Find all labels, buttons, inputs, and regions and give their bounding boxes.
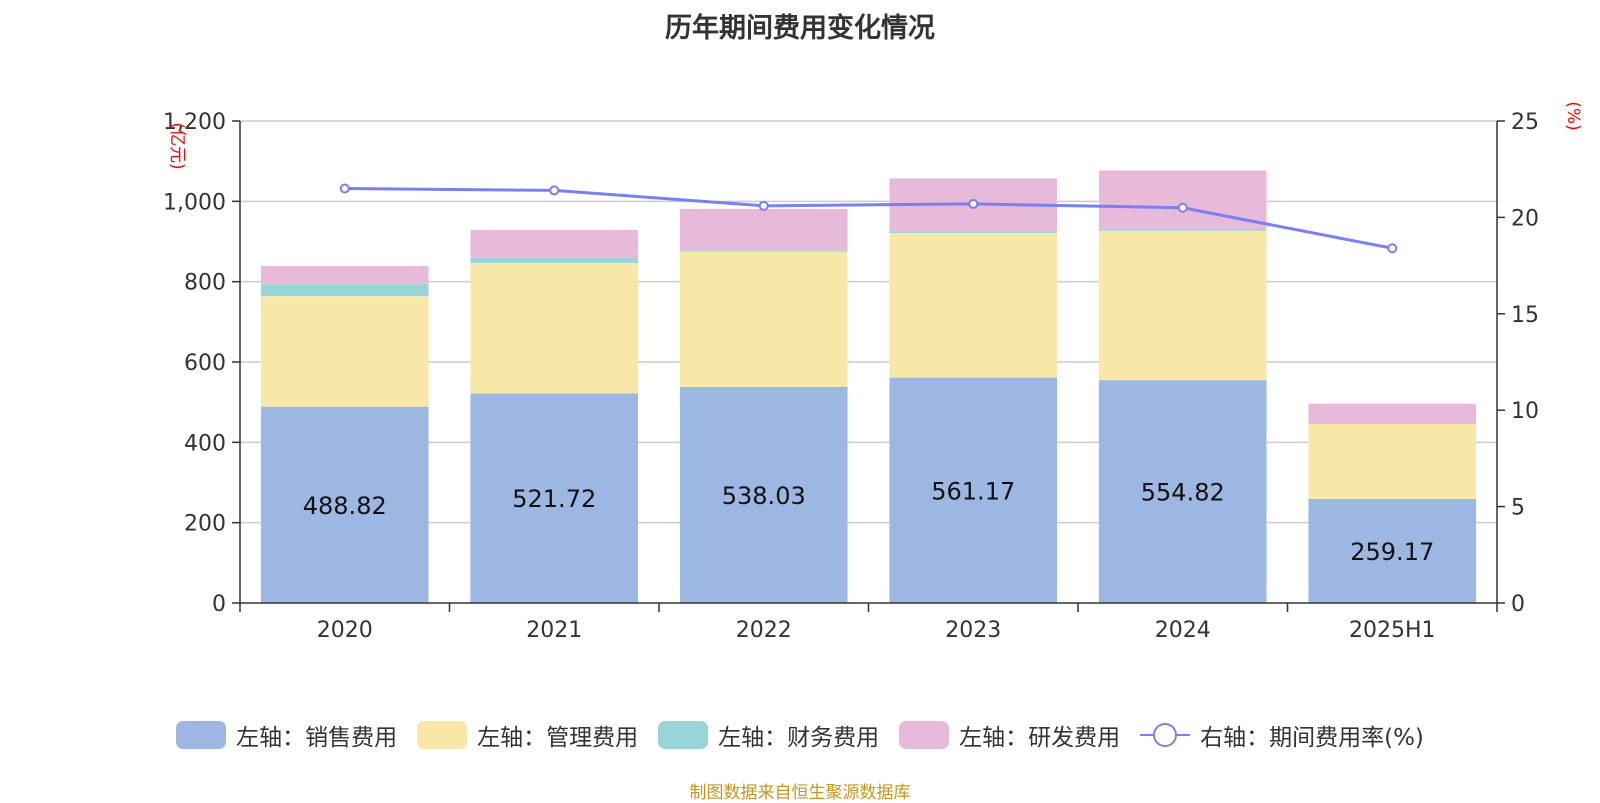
bar-segment-3 [260, 284, 429, 297]
bar-series [260, 170, 1477, 603]
chart-title: 历年期间费用变化情况 [665, 13, 935, 44]
bar-segment-4 [470, 229, 639, 259]
bar-segment-2 [889, 232, 1058, 378]
rate-line-point [339, 183, 350, 194]
bar-segment-1 [1308, 498, 1477, 603]
right-axis-unit: (%) [1563, 101, 1583, 130]
bar-data-label: 259.17 [1350, 538, 1434, 566]
x-axis-tick-label: 2024 [1155, 618, 1211, 643]
left-axis-tick-label: 1,200 [163, 110, 226, 135]
rate-line-point [1387, 243, 1398, 254]
legend-item-rnd[interactable]: 左轴：研发费用 [899, 718, 1120, 752]
bar-segment-3 [1308, 422, 1477, 424]
left-axis-tick-label: 200 [184, 512, 226, 537]
legend-swatch-finance [658, 721, 709, 749]
legend-label-rate: 右轴：期间费用率(%) [1200, 725, 1424, 751]
rate-line-point [1177, 202, 1188, 213]
legend-swatch-sales [176, 721, 227, 749]
right-axis-tick-label: 25 [1511, 110, 1539, 135]
rate-line-series [339, 183, 1398, 254]
legend-item-sales[interactable]: 左轴：销售费用 [176, 718, 397, 752]
bar-data-label: 561.17 [931, 477, 1015, 505]
legend-line-rate-icon [1140, 721, 1191, 749]
legend-label-finance: 左轴：财务费用 [718, 725, 880, 751]
left-axis-unit: (亿元) [167, 122, 187, 169]
bar-segment-4 [260, 266, 429, 285]
right-axis-tick-label: 20 [1511, 206, 1539, 231]
rate-line-point [968, 198, 979, 209]
rate-line [344, 186, 1393, 250]
bar-segment-2 [679, 251, 848, 387]
rate-line-point [549, 185, 560, 196]
right-axis-tick-label: 5 [1511, 496, 1525, 521]
legend-label-sales: 左轴：销售费用 [236, 725, 398, 751]
bar-data-label: 554.82 [1141, 479, 1225, 507]
data-labels: 488.82 521.72 538.03 561.17 554.82 259.17 [303, 477, 1434, 566]
bar-data-label: 538.03 [722, 482, 806, 510]
x-axis-tick-label: 2021 [526, 618, 582, 643]
bar-segment-1 [679, 386, 848, 603]
bar-segment-2 [1308, 423, 1477, 499]
right-axis-tick-label: 10 [1511, 399, 1539, 424]
left-axis-tick-label: 600 [184, 351, 226, 376]
legend-item-rate[interactable]: 右轴：期间费用率(%) [1140, 718, 1424, 752]
legend-label-admin: 左轴：管理费用 [477, 725, 639, 751]
legend-label-rnd: 左轴：研发费用 [959, 725, 1121, 751]
left-axis-tick-label: 1,000 [163, 190, 226, 215]
bar-segment-4 [1098, 170, 1267, 230]
left-axis-tick-label: 400 [184, 431, 226, 456]
bar-data-label: 521.72 [512, 485, 596, 513]
bar-segment-2 [260, 296, 429, 407]
data-source-note: 制图数据来自恒生聚源数据库 [689, 783, 911, 803]
legend-item-finance[interactable]: 左轴：财务费用 [658, 718, 879, 752]
bar-segment-3 [679, 250, 848, 252]
x-axis-tick-label: 2025H1 [1349, 618, 1436, 643]
legend-swatch-admin [417, 721, 468, 749]
bar-segment-4 [679, 208, 848, 251]
legend-swatch-rnd [899, 721, 950, 749]
bar-segment-3 [470, 258, 639, 263]
bar-segment-1 [260, 406, 429, 603]
rate-line-point [758, 200, 769, 211]
x-axis-tick-label: 2020 [317, 618, 373, 643]
bar-segment-2 [470, 262, 639, 394]
gridlines [240, 120, 1497, 524]
bar-segment-2 [1098, 230, 1267, 381]
left-axis-tick-label: 800 [184, 271, 226, 296]
x-axis-tick-label: 2022 [736, 618, 792, 643]
legend-item-admin[interactable]: 左轴：管理费用 [417, 718, 638, 752]
bar-segment-4 [1308, 403, 1477, 423]
bar-segment-1 [470, 393, 639, 603]
x-axis-tick-label: 2023 [945, 618, 1001, 643]
bar-segment-1 [1098, 380, 1267, 603]
axes: 0 200 400 600 800 1,000 1,200 0 5 10 15 20 25 2020 202… [163, 110, 1539, 643]
right-axis-tick-label: 15 [1511, 303, 1539, 328]
right-axis-tick-label: 0 [1511, 592, 1525, 617]
bar-segment-3 [889, 231, 1058, 233]
legend: 左轴：销售费用 左轴：管理费用 左轴：财务费用 左轴：研发费用 右轴：期间费用率… [0, 718, 1600, 752]
bar-segment-3 [1098, 229, 1267, 231]
bar-data-label: 488.82 [303, 492, 387, 520]
left-axis-tick-label: 0 [212, 592, 226, 617]
bar-segment-1 [889, 377, 1058, 603]
chart-canvas: 0 200 400 600 800 1,000 1,200 0 5 10 15 20 25 2020 202… [163, 101, 1583, 643]
